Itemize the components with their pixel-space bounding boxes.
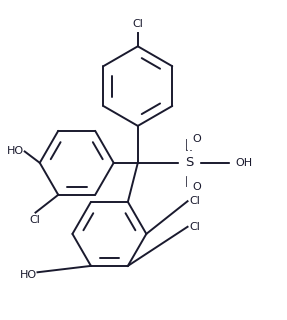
Text: HO: HO <box>7 147 24 156</box>
Text: OH: OH <box>236 158 253 168</box>
Text: Cl: Cl <box>30 215 41 225</box>
Text: O: O <box>193 182 201 192</box>
Text: Cl: Cl <box>189 222 200 232</box>
Text: O: O <box>193 134 201 144</box>
Text: HO: HO <box>20 270 37 280</box>
Text: S: S <box>185 156 193 169</box>
Text: Cl: Cl <box>189 196 200 206</box>
Text: Cl: Cl <box>132 19 143 29</box>
